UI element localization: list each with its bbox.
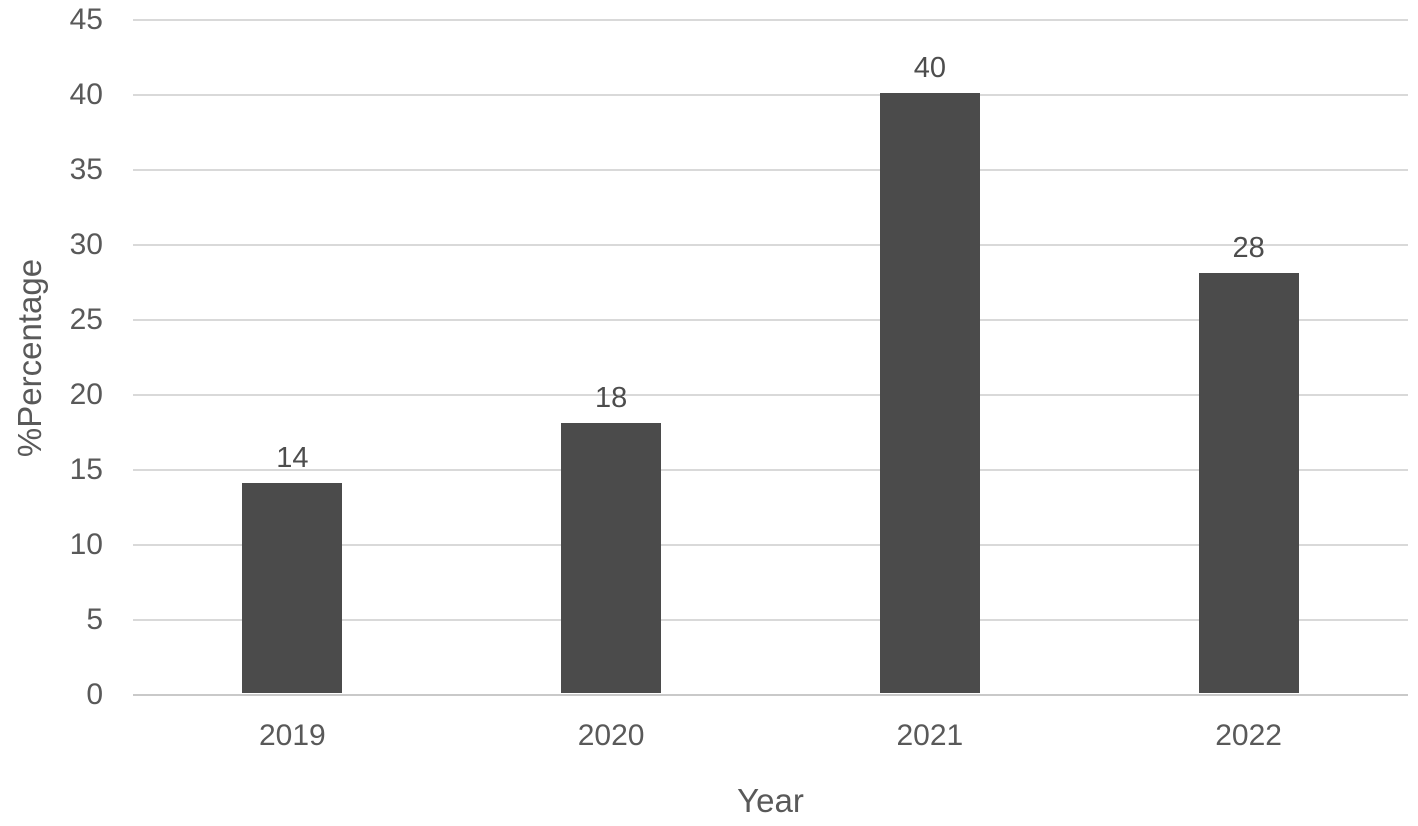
gridline-y-10 xyxy=(133,544,1408,546)
gridline-y-20 xyxy=(133,394,1408,396)
gridline-y-25 xyxy=(133,319,1408,321)
bar-value-label-2021: 40 xyxy=(913,52,946,84)
gridline-y-5 xyxy=(133,619,1408,621)
y-tick-label-45: 45 xyxy=(69,3,103,36)
y-tick-label-10: 10 xyxy=(69,528,103,561)
x-tick-label-2019: 2019 xyxy=(259,719,326,752)
y-tick-label-40: 40 xyxy=(69,78,103,111)
gridline-y-15 xyxy=(133,469,1408,471)
y-tick-label-20: 20 xyxy=(69,378,103,411)
y-tick-label-5: 5 xyxy=(86,603,103,636)
x-tick-label-2022: 2022 xyxy=(1215,719,1282,752)
gridline-y-0 xyxy=(133,694,1408,696)
x-axis-tick-labels: 2019 2020 2021 2022 xyxy=(133,718,1408,758)
y-tick-label-25: 25 xyxy=(69,303,103,336)
y-tick-label-0: 0 xyxy=(86,678,103,711)
bar-2019 xyxy=(242,483,343,693)
plot-area: 14 18 40 28 xyxy=(133,19,1408,696)
bar-value-label-2022: 28 xyxy=(1232,232,1265,264)
y-tick-label-30: 30 xyxy=(69,228,103,261)
bar-2022 xyxy=(1198,273,1299,693)
bar-2020 xyxy=(561,423,662,693)
gridline-y-30 xyxy=(133,244,1408,246)
gridline-y-45 xyxy=(133,19,1408,21)
bar-2021 xyxy=(879,93,980,693)
x-axis-title: Year xyxy=(737,782,804,819)
x-tick-label-2020: 2020 xyxy=(577,719,645,752)
bar-value-label-2020: 18 xyxy=(594,382,628,414)
y-tick-label-35: 35 xyxy=(69,153,103,186)
gridline-y-40 xyxy=(133,94,1408,96)
gridline-y-35 xyxy=(133,169,1408,171)
bar-value-label-2019: 14 xyxy=(276,442,309,474)
y-tick-label-15: 15 xyxy=(69,453,103,486)
y-axis-title: %Percentage xyxy=(11,258,48,458)
x-tick-label-2021: 2021 xyxy=(896,719,964,752)
